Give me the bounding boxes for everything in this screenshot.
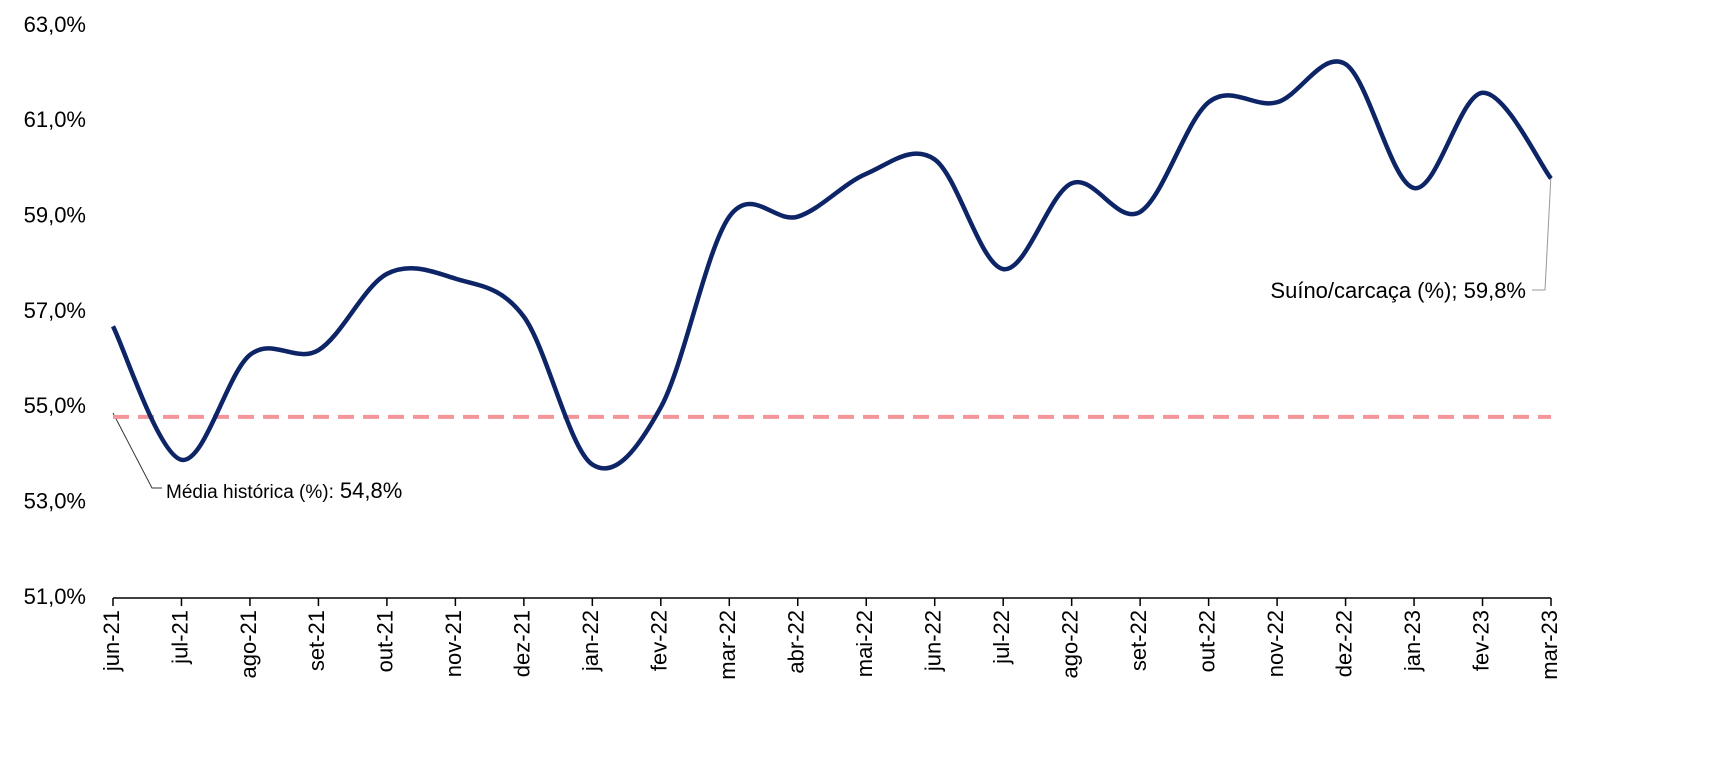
x-tick-label: out-22 (1194, 610, 1219, 672)
x-tick-label: set-22 (1126, 610, 1151, 671)
y-tick-label: 57,0% (24, 298, 86, 323)
x-tick-label: fev-23 (1468, 610, 1493, 671)
x-tick-label: ago-21 (236, 610, 261, 679)
leader-line (1532, 174, 1552, 291)
reference-value-label: 54,8% (340, 478, 402, 503)
x-tick-label: ago-22 (1057, 610, 1082, 679)
reference-label: Média histórica (%): (166, 482, 334, 503)
x-tick-label: nov-22 (1263, 610, 1288, 677)
x-tick-label: jan-22 (578, 610, 603, 672)
x-tick-label: out-21 (373, 610, 398, 672)
x-tick-label: jul-21 (167, 610, 192, 665)
x-tick-label: jul-22 (989, 610, 1014, 665)
x-tick-label: jan-23 (1400, 610, 1425, 672)
x-tick-label: mai-22 (852, 610, 877, 677)
y-tick-label: 55,0% (24, 393, 86, 418)
x-tick-label: set-21 (304, 610, 329, 671)
x-tick-label: dez-21 (510, 610, 535, 677)
x-tick-label: fev-22 (647, 610, 672, 671)
y-tick-label: 59,0% (24, 202, 86, 227)
annotation: Suíno/carcaça (%); 59,8% (1270, 278, 1526, 303)
y-tick-label: 63,0% (24, 12, 86, 37)
x-tick-label: abr-22 (784, 610, 809, 674)
x-tick-label: mar-23 (1537, 610, 1562, 680)
line-series (110, 59, 1553, 471)
x-tick-label: jun-22 (921, 610, 946, 672)
x-tick-label: dez-22 (1331, 610, 1356, 677)
x-tick-label: nov-21 (441, 610, 466, 677)
y-tick-label: 51,0% (24, 584, 86, 609)
leader-line (112, 412, 162, 489)
x-tick-label: mar-22 (715, 610, 740, 680)
y-tick-label: 53,0% (24, 488, 86, 513)
x-tick-label: jun-21 (99, 610, 124, 672)
y-tick-label: 61,0% (24, 107, 86, 132)
